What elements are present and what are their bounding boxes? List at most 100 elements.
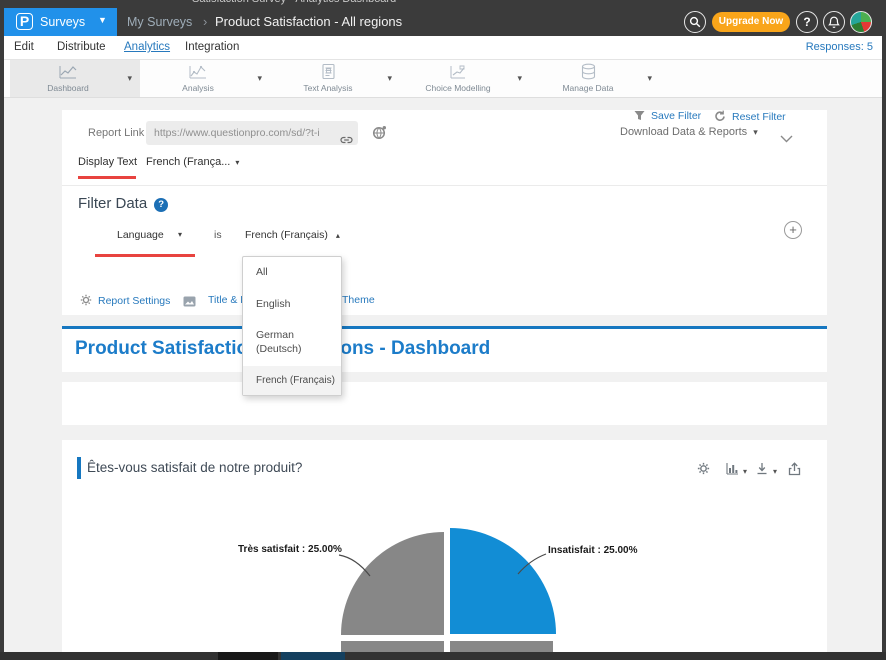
tab-dashboard[interactable]: Dashboard ▾: [10, 60, 140, 97]
document-icon: [270, 63, 386, 85]
breadcrumb-separator: ›: [203, 14, 208, 29]
help-badge-icon[interactable]: ?: [154, 198, 169, 212]
filter-data-title: Filter Data?: [78, 195, 169, 212]
question-chart-card: Êtes-vous satisfait de notre produit? ▾ …: [62, 440, 827, 652]
filter-operator: is: [214, 229, 222, 241]
bar-chart-icon: [726, 463, 738, 475]
dropdown-option-french[interactable]: French (Français): [243, 365, 341, 395]
pie-label-insatisfait: Insatisfait : 25.00%: [548, 545, 638, 556]
collapse-panel-chevron[interactable]: [780, 130, 793, 148]
surveys-menu[interactable]: P Surveys ▼: [4, 8, 117, 36]
download-data-reports-menu[interactable]: Download Data & Reports ▾: [620, 126, 758, 138]
pie-callout-lines: [338, 553, 547, 577]
question-accent-bar: [77, 457, 81, 479]
settings-links-row: Report Settings Title & Logo Theme: [62, 294, 827, 310]
upgrade-now-button[interactable]: Upgrade Now: [712, 12, 790, 32]
language-filter-dropdown-menu: All English German (Deutsch) French (Fra…: [242, 256, 342, 396]
taskbar-fragment: [281, 652, 345, 660]
report-link-label: Report Link: [88, 127, 145, 139]
plus-icon: +: [789, 222, 797, 237]
dropdown-option-german[interactable]: German (Deutsch): [256, 329, 302, 355]
breadcrumb-parent[interactable]: My Surveys: [127, 15, 193, 29]
clipped-window-title: Satisfaction Survey - Analytics Dashboar…: [0, 0, 886, 8]
tab-text-analysis[interactable]: Text Analysis ▾: [270, 60, 400, 97]
responses-count[interactable]: Responses: 5: [805, 41, 873, 53]
gear-icon: [697, 462, 710, 475]
funnel-icon: [634, 111, 645, 120]
menu-integration[interactable]: Integration: [185, 41, 240, 53]
notifications-button[interactable]: [823, 11, 845, 33]
accent-rule: [62, 326, 827, 329]
trend-chart-icon: [140, 63, 256, 85]
reset-filter-button[interactable]: Reset Filter: [714, 110, 786, 123]
pie-slice-bottom-right[interactable]: [450, 641, 553, 652]
chart-type-button[interactable]: [726, 462, 739, 480]
chevron-down-icon[interactable]: ▾: [387, 73, 392, 83]
pie-label-tres-satisfait: Très satisfait : 25.00%: [238, 544, 342, 555]
search-button[interactable]: [684, 11, 706, 33]
search-icon: [689, 16, 701, 28]
chevron-down-icon[interactable]: ▾: [647, 73, 652, 83]
surveys-menu-label: Surveys: [40, 15, 86, 29]
share-chart-button[interactable]: [788, 462, 801, 481]
empty-section-card: [62, 382, 827, 425]
database-icon: [530, 63, 646, 86]
filter-value-dropdown[interactable]: French (Français) ▴: [245, 229, 340, 241]
report-settings-link[interactable]: Report Settings: [80, 294, 170, 307]
window-bottom-edge: [0, 652, 886, 660]
download-icon: [757, 463, 767, 475]
save-filter-button[interactable]: Save Filter: [634, 110, 701, 122]
dropdown-option-all[interactable]: All: [256, 266, 268, 278]
question-mark-icon: ?: [803, 15, 811, 29]
bell-icon: [828, 16, 840, 28]
chevron-down-icon: ▼: [98, 15, 107, 25]
menu-distribute[interactable]: Distribute: [57, 41, 106, 53]
active-tab-underline: [78, 176, 136, 179]
analytics-toolbar: Dashboard ▾ Analysis ▾ Text Analysis ▾ C…: [4, 60, 882, 98]
chevron-down-icon: ▾: [235, 158, 240, 167]
tab-analysis[interactable]: Analysis ▾: [140, 60, 270, 97]
link-icon[interactable]: [340, 129, 353, 145]
questionpro-logo: P: [16, 13, 33, 30]
question-title: Êtes-vous satisfait de notre produit?: [87, 460, 303, 475]
report-link-input[interactable]: https://www.questionpro.com/sd/?t-i: [146, 121, 358, 145]
chevron-down-icon[interactable]: ▾: [773, 467, 778, 476]
display-language-dropdown[interactable]: French (França... ▾: [146, 156, 240, 168]
gear-icon: [80, 294, 92, 306]
help-button[interactable]: ?: [796, 11, 818, 33]
chevron-down-icon[interactable]: ▾: [257, 73, 262, 83]
chevron-down-icon: ▾: [753, 127, 758, 137]
tab-manage-data[interactable]: Manage Data ▾: [530, 60, 660, 97]
top-nav-bar: P Surveys ▼ My Surveys › Product Satisfa…: [4, 8, 882, 36]
chevron-down-icon[interactable]: ▾: [517, 73, 522, 83]
tab-display-text[interactable]: Display Text: [78, 156, 138, 168]
breadcrumb-current: Product Satisfaction - All regions: [215, 14, 403, 29]
chevron-down-icon: ▾: [178, 230, 183, 239]
taskbar-fragment: [218, 652, 278, 660]
menu-edit[interactable]: Edit: [14, 41, 34, 53]
share-upload-icon: [788, 462, 801, 476]
pie-slice-bottom-left[interactable]: [341, 641, 444, 652]
user-avatar[interactable]: [850, 11, 872, 33]
chevron-down-icon[interactable]: ▾: [743, 467, 748, 476]
globe-language-icon[interactable]: [372, 125, 387, 145]
image-icon: [183, 296, 202, 308]
dropdown-option-english[interactable]: English: [256, 297, 291, 310]
line-chart-icon: [10, 63, 126, 85]
divider: [62, 185, 827, 186]
chart-settings-button[interactable]: [697, 462, 710, 480]
add-filter-button[interactable]: +: [784, 221, 802, 239]
download-chart-button[interactable]: [756, 462, 768, 480]
menu-analytics[interactable]: Analytics: [124, 41, 171, 53]
chevron-down-icon[interactable]: ▾: [127, 73, 132, 83]
model-chart-icon: [400, 63, 516, 85]
filter-field-underline: [95, 254, 195, 257]
reset-icon: [715, 110, 725, 121]
filter-field-dropdown[interactable]: Language ▾: [117, 229, 183, 241]
tab-choice-modelling[interactable]: Choice Modelling ▾: [400, 60, 530, 97]
report-settings-panel: Report Link https://www.questionpro.com/…: [62, 110, 827, 315]
dashboard-title-card: Product Satisfaction - All regions - Das…: [62, 329, 827, 372]
chevron-up-icon: ▴: [335, 231, 340, 240]
app-window: P Surveys ▼ My Surveys › Product Satisfa…: [4, 8, 882, 652]
